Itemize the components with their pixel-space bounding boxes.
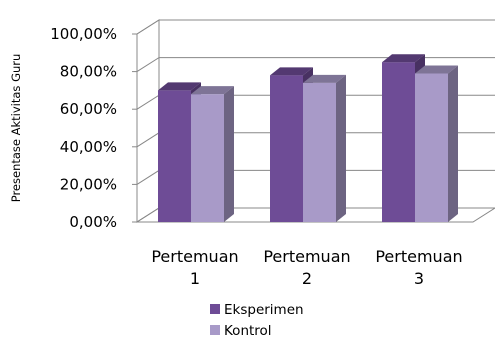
- x-category-label: 2: [302, 269, 312, 288]
- y-tick-label: 40,00%: [60, 138, 117, 156]
- x-category-labels: Pertemuan 1 Pertemuan 2 Pertemuan 3: [151, 247, 462, 288]
- bar-front: [415, 73, 448, 222]
- y-tick-label: 80,00%: [60, 63, 117, 81]
- bar-front: [158, 90, 191, 222]
- legend-swatch: [210, 325, 220, 335]
- bar-front: [191, 94, 224, 222]
- bar-side: [448, 65, 458, 222]
- x-category-label: 3: [414, 269, 424, 288]
- bar-side: [336, 75, 346, 222]
- x-category-label: Pertemuan: [375, 247, 462, 266]
- y-axis-label: Presentase Aktivitas Guru: [9, 54, 23, 203]
- bar: [415, 65, 458, 222]
- y-tick-label: 100,00%: [50, 25, 117, 43]
- bar: [191, 86, 234, 222]
- legend: Eksperimen Kontrol: [210, 302, 304, 339]
- side-wall: [137, 20, 159, 222]
- bar-front: [303, 83, 336, 222]
- y-tick-label: 0,00%: [69, 213, 117, 231]
- legend-label: Eksperimen: [224, 302, 304, 318]
- bar-front: [270, 75, 303, 222]
- x-category-label: Pertemuan: [263, 247, 350, 266]
- legend-swatch: [210, 304, 220, 314]
- y-tick-label: 60,00%: [60, 100, 117, 118]
- bar: [303, 75, 346, 222]
- bar-front: [382, 62, 415, 222]
- y-tick-labels: 0,00% 20,00% 40,00% 60,00% 80,00% 100,00%: [50, 25, 117, 231]
- x-category-label: Pertemuan: [151, 247, 238, 266]
- gridline: [137, 20, 495, 34]
- y-tick-label: 20,00%: [60, 175, 117, 193]
- bar-side: [224, 86, 234, 222]
- x-category-label: 1: [190, 269, 200, 288]
- bars: [158, 54, 458, 222]
- legend-label: Kontrol: [224, 323, 272, 339]
